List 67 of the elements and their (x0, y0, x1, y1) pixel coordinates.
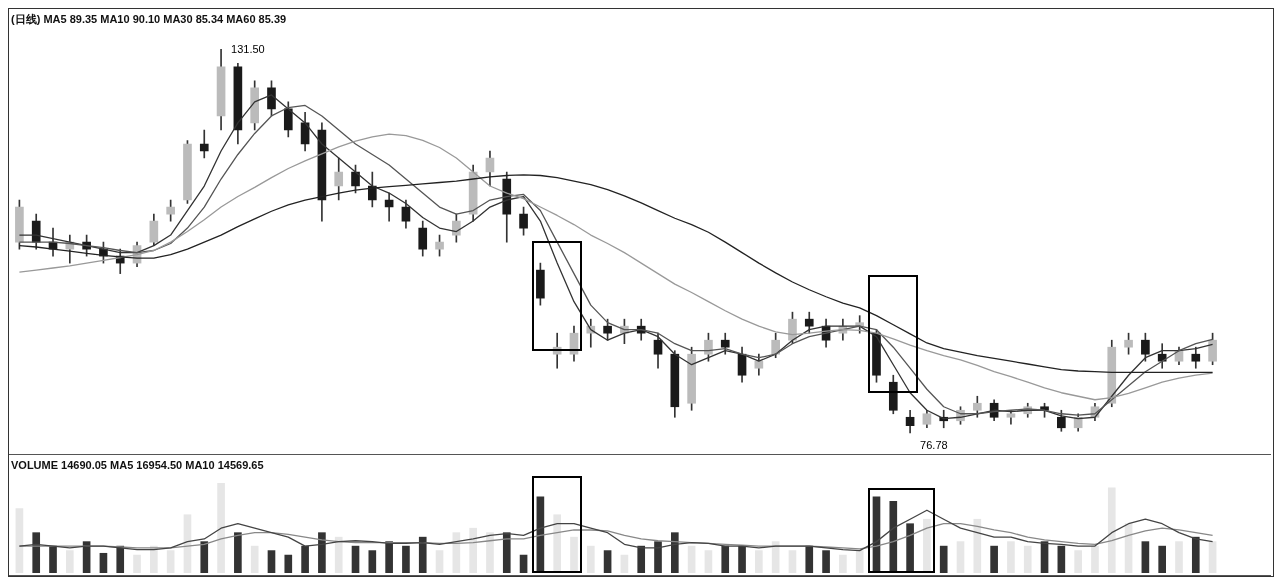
bar (1007, 541, 1015, 573)
bar (687, 545, 696, 573)
bar (956, 541, 965, 573)
chart-title: VOLUME 14690.05 MA5 16954.50 MA10 14569.65 (11, 458, 264, 471)
bar (654, 541, 662, 573)
bar (166, 550, 175, 573)
bar (234, 532, 242, 573)
bar (1158, 545, 1167, 573)
bar (15, 508, 24, 573)
bar (570, 536, 578, 573)
bar (1057, 545, 1066, 573)
bar (402, 545, 410, 573)
bar (65, 550, 74, 573)
bar (267, 550, 276, 573)
bar (1175, 541, 1183, 573)
bar (805, 545, 814, 573)
bar (385, 541, 393, 573)
bar (906, 523, 914, 573)
bar (133, 554, 141, 573)
bar (32, 532, 41, 573)
bar (99, 552, 108, 573)
bar (1191, 536, 1200, 573)
bar (284, 554, 293, 573)
bar (1141, 541, 1150, 573)
bar (351, 545, 360, 573)
bar (519, 554, 528, 573)
bar (755, 550, 763, 573)
bar (1074, 550, 1082, 573)
bar (738, 545, 746, 573)
bar (855, 550, 864, 573)
bar (586, 545, 595, 573)
bar (990, 545, 998, 573)
bar (670, 532, 679, 573)
bar (822, 550, 830, 573)
bar (502, 532, 511, 573)
annotation: 131.50 (231, 43, 265, 56)
bar (1208, 541, 1217, 573)
text: 76.78 (920, 438, 948, 451)
bar (1107, 487, 1116, 573)
bar (923, 518, 931, 573)
bar (334, 536, 343, 573)
bar (469, 527, 477, 573)
bar (418, 536, 427, 573)
bar (368, 550, 377, 573)
bar (788, 550, 797, 573)
bar (839, 554, 847, 573)
bar (250, 545, 259, 573)
bar (49, 545, 57, 573)
bar (603, 550, 612, 573)
chart-title: (日线) MA5 89.35 MA10 90.10 MA30 85.34 MA60 85.39 (11, 12, 287, 25)
bar (200, 541, 209, 573)
bar (620, 554, 629, 573)
bar (116, 545, 125, 573)
bar (553, 514, 562, 573)
bar (318, 532, 326, 573)
bar (704, 550, 713, 573)
bar (217, 483, 225, 573)
bar (435, 550, 444, 573)
bar (486, 532, 494, 573)
bar (889, 500, 898, 573)
bar (721, 545, 730, 573)
bar (637, 545, 646, 573)
bar (1091, 545, 1099, 573)
bar (973, 518, 982, 573)
bar (1023, 545, 1032, 573)
bar (301, 545, 309, 573)
bar (939, 545, 948, 573)
